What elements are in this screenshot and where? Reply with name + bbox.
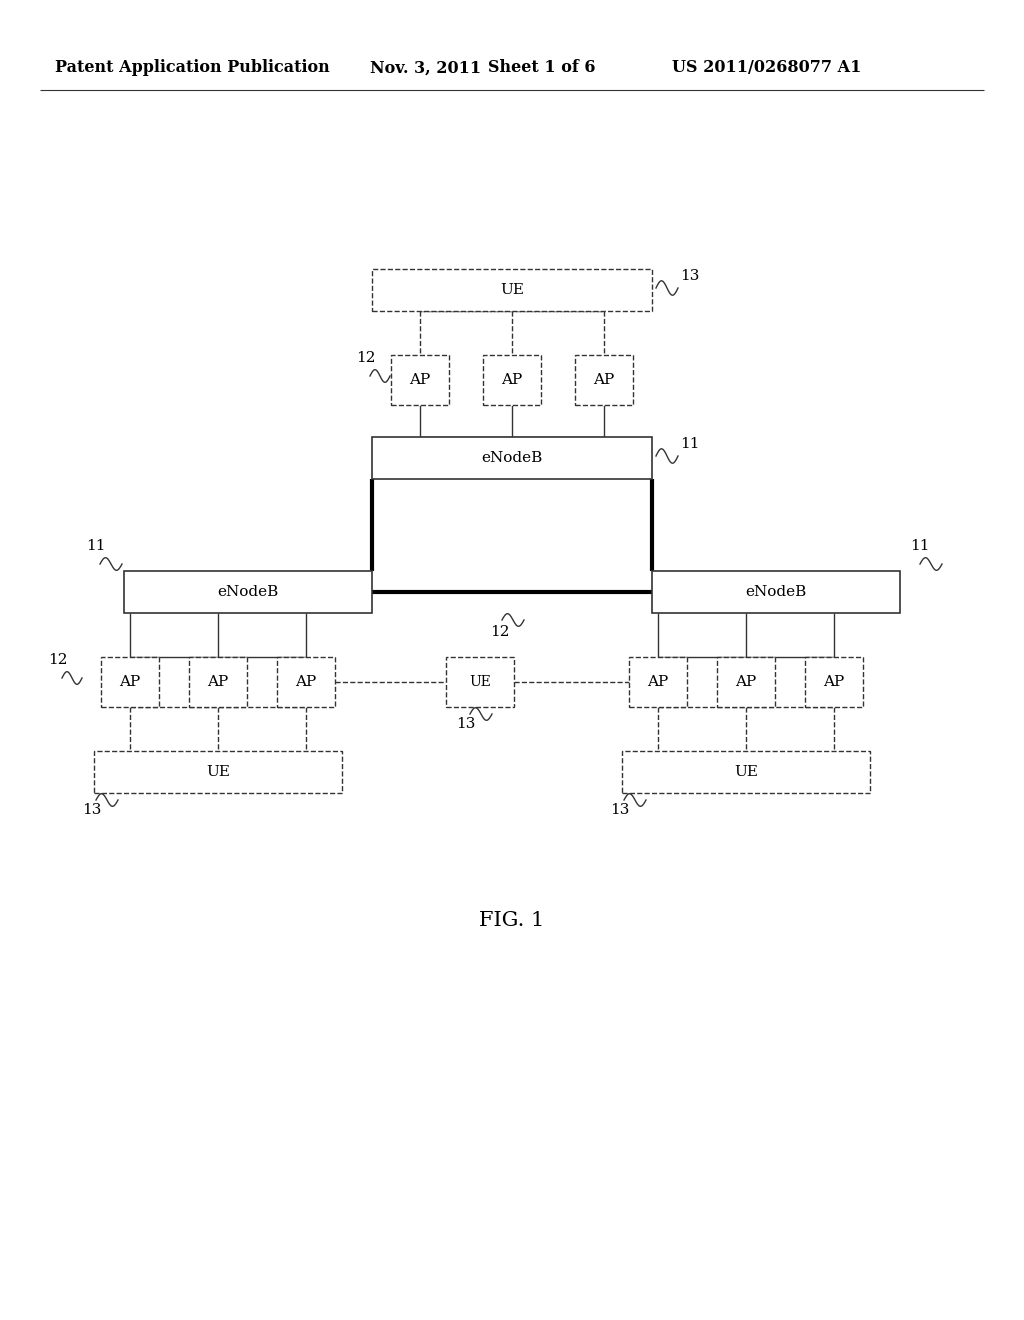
Bar [446, 657, 514, 708]
Bar [391, 355, 449, 405]
Bar [622, 751, 870, 793]
Text: AP: AP [502, 374, 522, 387]
Text: AP: AP [735, 675, 757, 689]
Text: UE: UE [206, 766, 230, 779]
Bar [575, 355, 633, 405]
Text: 12: 12 [48, 653, 68, 667]
Text: 13: 13 [456, 717, 475, 731]
Text: AP: AP [208, 675, 228, 689]
Text: AP: AP [823, 675, 845, 689]
Text: AP: AP [410, 374, 431, 387]
Bar [124, 572, 372, 612]
Text: Sheet 1 of 6: Sheet 1 of 6 [488, 59, 596, 77]
Bar [652, 572, 900, 612]
Text: AP: AP [295, 675, 316, 689]
Text: eNodeB: eNodeB [217, 585, 279, 599]
Text: eNodeB: eNodeB [745, 585, 807, 599]
Text: UE: UE [734, 766, 758, 779]
Text: 11: 11 [680, 437, 699, 451]
Text: AP: AP [120, 675, 140, 689]
Text: 13: 13 [680, 269, 699, 282]
Text: eNodeB: eNodeB [481, 451, 543, 465]
Text: UE: UE [469, 675, 490, 689]
Bar [717, 657, 775, 708]
Text: 11: 11 [910, 539, 930, 553]
Text: Patent Application Publication: Patent Application Publication [55, 59, 330, 77]
Bar [189, 657, 247, 708]
Bar [101, 657, 159, 708]
Bar [278, 657, 335, 708]
Bar [372, 269, 652, 312]
Text: 11: 11 [86, 539, 105, 553]
Bar [629, 657, 687, 708]
Bar [372, 437, 652, 479]
Text: 12: 12 [356, 351, 376, 366]
Text: FIG. 1: FIG. 1 [479, 911, 545, 929]
Text: 12: 12 [490, 624, 510, 639]
Text: 13: 13 [610, 803, 630, 817]
Text: AP: AP [593, 374, 614, 387]
Text: AP: AP [647, 675, 669, 689]
Text: Nov. 3, 2011: Nov. 3, 2011 [370, 59, 481, 77]
Bar [483, 355, 541, 405]
Bar [94, 751, 342, 793]
Text: US 2011/0268077 A1: US 2011/0268077 A1 [672, 59, 861, 77]
Text: 13: 13 [82, 803, 101, 817]
Text: UE: UE [500, 282, 524, 297]
Bar [805, 657, 863, 708]
